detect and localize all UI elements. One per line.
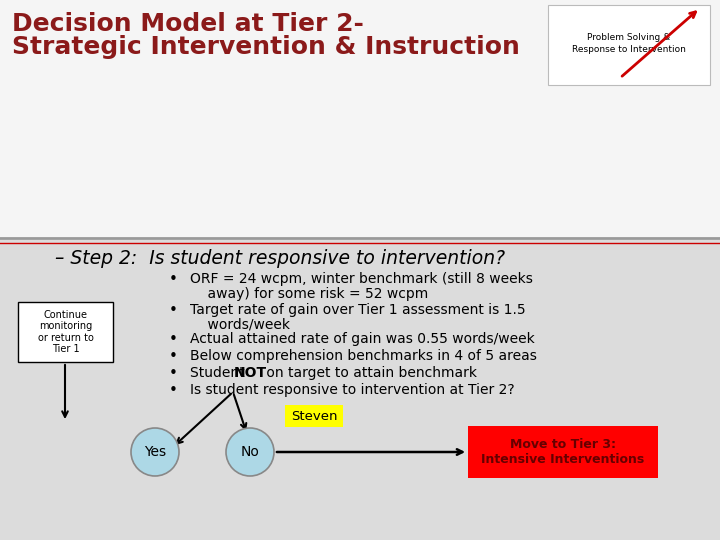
Text: •: • — [169, 366, 178, 381]
Text: Target rate of gain over Tier 1 assessment is 1.5: Target rate of gain over Tier 1 assessme… — [190, 303, 526, 317]
Text: on target to attain benchmark: on target to attain benchmark — [262, 366, 477, 380]
Text: – Step 2:  Is student responsive to intervention?: – Step 2: Is student responsive to inter… — [55, 249, 505, 268]
Text: NOT: NOT — [234, 366, 267, 380]
Text: Actual attained rate of gain was 0.55 words/week: Actual attained rate of gain was 0.55 wo… — [190, 332, 535, 346]
Text: Decision Model at Tier 2-: Decision Model at Tier 2- — [12, 12, 364, 36]
Text: No: No — [240, 445, 259, 459]
Text: •: • — [169, 303, 178, 318]
Bar — [0, 0, 720, 240]
Text: •: • — [169, 332, 178, 347]
Bar — [468, 426, 658, 478]
Bar — [548, 5, 710, 85]
Bar — [285, 405, 343, 427]
Text: Strategic Intervention & Instruction: Strategic Intervention & Instruction — [12, 35, 520, 59]
Text: Is student responsive to intervention at Tier 2?: Is student responsive to intervention at… — [190, 383, 515, 397]
Text: •: • — [169, 383, 178, 398]
Text: words/week: words/week — [190, 318, 290, 332]
Text: •: • — [169, 272, 178, 287]
Text: •: • — [169, 349, 178, 364]
Circle shape — [226, 428, 274, 476]
Text: Move to Tier 3:
Intensive Interventions: Move to Tier 3: Intensive Interventions — [482, 438, 644, 466]
Text: Problem Solving &: Problem Solving & — [588, 33, 670, 43]
Text: ORF = 24 wcpm, winter benchmark (still 8 weeks: ORF = 24 wcpm, winter benchmark (still 8… — [190, 272, 533, 286]
Text: Below comprehension benchmarks in 4 of 5 areas: Below comprehension benchmarks in 4 of 5… — [190, 349, 537, 363]
Text: Continue
monitoring
or return to
Tier 1: Continue monitoring or return to Tier 1 — [37, 309, 94, 354]
Circle shape — [131, 428, 179, 476]
Bar — [18, 302, 113, 362]
Text: Yes: Yes — [144, 445, 166, 459]
Text: Response to Intervention: Response to Intervention — [572, 45, 686, 55]
Text: Student: Student — [190, 366, 249, 380]
Text: Steven: Steven — [291, 409, 337, 422]
Text: away) for some risk = 52 wcpm: away) for some risk = 52 wcpm — [190, 287, 428, 301]
